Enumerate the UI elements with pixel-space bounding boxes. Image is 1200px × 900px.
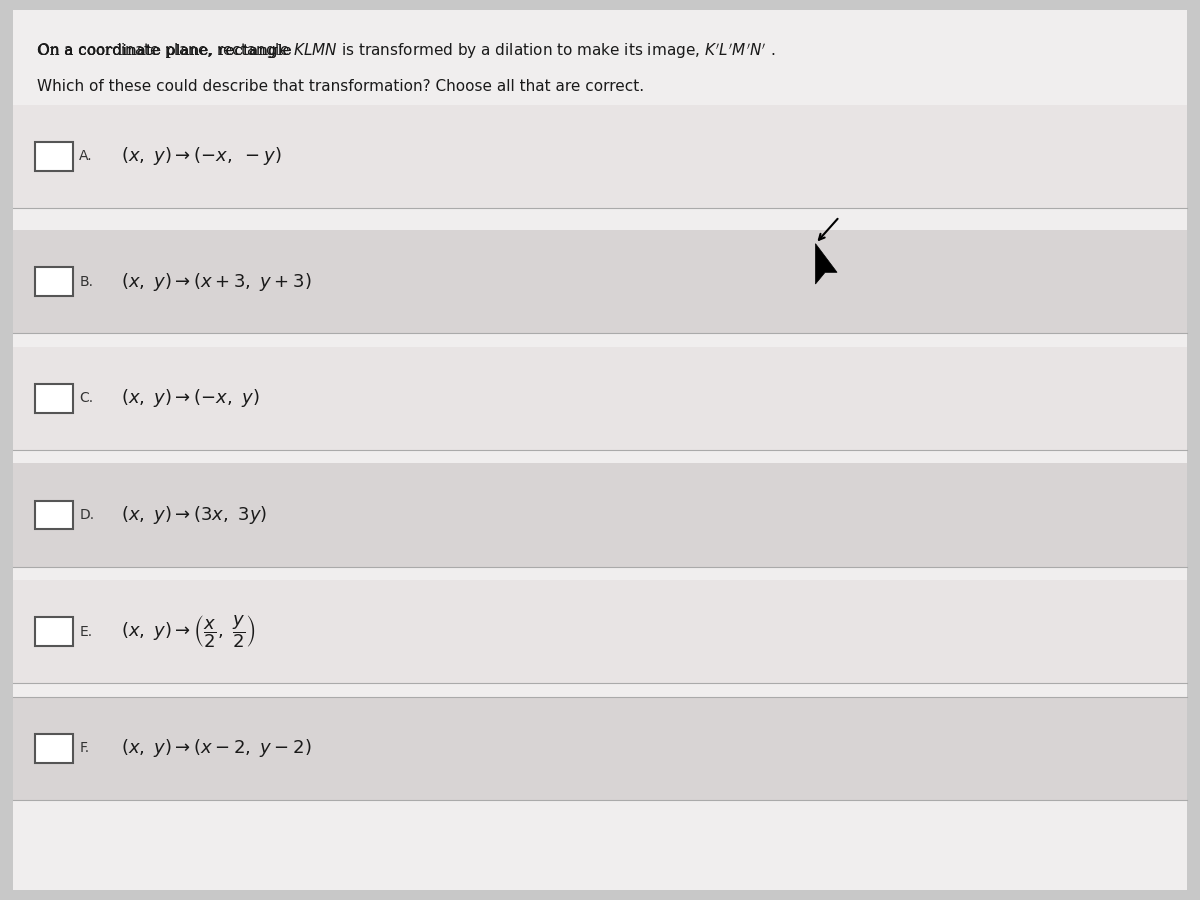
Text: On a coordinate plane, rectangle $\mathit{KLMN}$ is transformed by a dilation to: On a coordinate plane, rectangle $\mathi… (37, 40, 775, 60)
Text: On a coordinate plane, rectangle: On a coordinate plane, rectangle (37, 44, 296, 58)
Text: C.: C. (79, 392, 94, 405)
Text: $(x,\ y) \rightarrow (x + 3,\ y + 3)$: $(x,\ y) \rightarrow (x + 3,\ y + 3)$ (121, 271, 312, 292)
FancyBboxPatch shape (13, 697, 1187, 800)
FancyBboxPatch shape (35, 734, 73, 762)
Text: Which of these could describe that transformation? Choose all that are correct.: Which of these could describe that trans… (37, 79, 644, 94)
Text: B.: B. (79, 274, 94, 289)
FancyBboxPatch shape (13, 230, 1187, 333)
FancyBboxPatch shape (13, 580, 1187, 683)
Text: On a coordinate plane, rectangle: On a coordinate plane, rectangle (37, 44, 296, 58)
FancyBboxPatch shape (35, 500, 73, 529)
Text: $(x,\ y) \rightarrow (-x,\ y)$: $(x,\ y) \rightarrow (-x,\ y)$ (121, 387, 259, 410)
Text: $(x,\ y) \rightarrow (-x,\ -y)$: $(x,\ y) \rightarrow (-x,\ -y)$ (121, 145, 282, 167)
Polygon shape (816, 244, 838, 284)
Text: E.: E. (79, 625, 92, 639)
Text: $(x,\ y) \rightarrow (3x,\ 3y)$: $(x,\ y) \rightarrow (3x,\ 3y)$ (121, 504, 268, 526)
FancyBboxPatch shape (13, 464, 1187, 567)
FancyBboxPatch shape (35, 384, 73, 413)
FancyBboxPatch shape (35, 142, 73, 170)
FancyBboxPatch shape (13, 346, 1187, 450)
Text: F.: F. (79, 742, 89, 755)
Text: A.: A. (79, 149, 92, 163)
FancyBboxPatch shape (35, 267, 73, 296)
FancyBboxPatch shape (35, 617, 73, 646)
Text: $(x,\ y) \rightarrow \left(\dfrac{x}{2},\ \dfrac{y}{2}\right)$: $(x,\ y) \rightarrow \left(\dfrac{x}{2},… (121, 614, 256, 650)
Text: D.: D. (79, 508, 95, 522)
FancyBboxPatch shape (13, 104, 1187, 208)
Text: $(x,\ y) \rightarrow (x - 2,\ y - 2)$: $(x,\ y) \rightarrow (x - 2,\ y - 2)$ (121, 737, 312, 760)
FancyBboxPatch shape (13, 11, 1187, 889)
